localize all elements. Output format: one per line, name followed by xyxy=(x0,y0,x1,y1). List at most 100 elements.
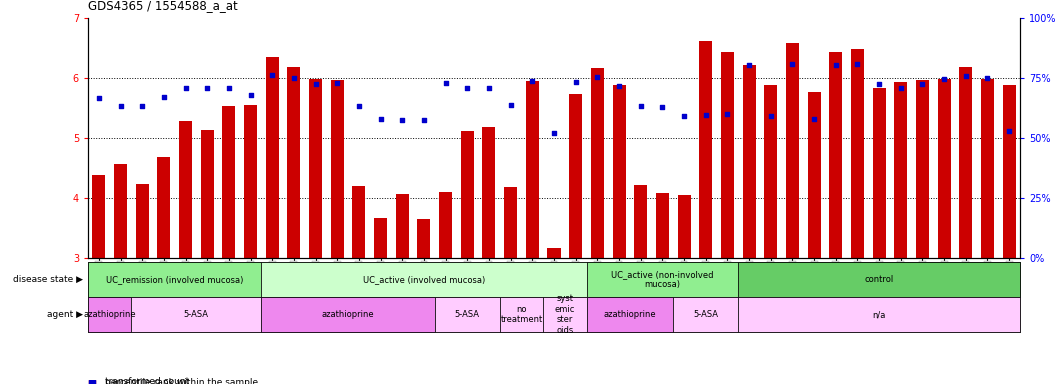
Bar xyxy=(262,262,586,297)
Point xyxy=(350,103,367,109)
Point xyxy=(242,92,259,98)
Bar xyxy=(439,192,452,258)
Text: UC_remission (involved mucosa): UC_remission (involved mucosa) xyxy=(106,275,244,284)
Bar xyxy=(586,262,738,297)
Text: 5-ASA: 5-ASA xyxy=(694,310,718,319)
Point xyxy=(415,117,432,123)
Bar xyxy=(678,195,691,258)
Bar xyxy=(88,262,262,297)
Bar xyxy=(500,297,543,332)
Bar xyxy=(543,297,586,332)
Point xyxy=(394,117,411,123)
Bar xyxy=(461,131,473,258)
Point xyxy=(502,102,519,108)
Point xyxy=(285,75,302,81)
Bar xyxy=(1002,84,1016,258)
Point xyxy=(329,80,346,86)
Bar xyxy=(613,85,626,258)
Point xyxy=(372,116,389,122)
Bar xyxy=(872,88,885,258)
Text: azathioprine: azathioprine xyxy=(603,310,656,319)
Text: percentile rank within the sample: percentile rank within the sample xyxy=(104,379,257,384)
Bar xyxy=(331,80,344,258)
Bar xyxy=(88,297,131,332)
Bar xyxy=(266,57,279,258)
Point xyxy=(112,103,129,109)
Bar xyxy=(375,218,387,258)
Point xyxy=(870,81,887,87)
Point xyxy=(459,84,476,91)
Bar xyxy=(586,297,674,332)
Bar xyxy=(916,80,929,258)
Bar xyxy=(721,52,734,258)
Bar xyxy=(131,297,262,332)
Point xyxy=(134,103,151,109)
Bar xyxy=(894,82,908,258)
Bar xyxy=(482,127,496,258)
Text: disease state ▶: disease state ▶ xyxy=(13,275,83,284)
Bar xyxy=(396,194,409,258)
Text: UC_active (involved mucosa): UC_active (involved mucosa) xyxy=(363,275,485,284)
Text: azathioprine: azathioprine xyxy=(321,310,375,319)
Bar xyxy=(699,41,712,258)
Bar xyxy=(526,81,538,258)
Text: 5-ASA: 5-ASA xyxy=(184,310,209,319)
Bar xyxy=(287,66,300,258)
Bar xyxy=(309,79,322,258)
Bar xyxy=(851,49,864,258)
Text: UC_active (non-involved
mucosa): UC_active (non-involved mucosa) xyxy=(611,270,714,289)
Text: 5-ASA: 5-ASA xyxy=(454,310,480,319)
Point xyxy=(914,81,931,87)
Bar xyxy=(738,297,1020,332)
Point xyxy=(588,74,605,80)
Bar xyxy=(591,68,604,258)
Bar xyxy=(262,297,435,332)
Bar xyxy=(960,66,972,258)
Point xyxy=(697,112,714,118)
Point xyxy=(567,79,584,85)
Bar xyxy=(417,219,431,258)
Bar xyxy=(569,94,582,258)
Bar xyxy=(937,79,950,258)
Bar xyxy=(435,297,500,332)
Point xyxy=(958,73,975,79)
Point xyxy=(849,61,866,67)
Text: transformed count: transformed count xyxy=(104,377,189,384)
Text: azathioprine: azathioprine xyxy=(83,310,136,319)
Point xyxy=(784,61,801,67)
Bar xyxy=(738,262,1020,297)
Point xyxy=(741,62,758,68)
Point xyxy=(632,103,649,109)
Point xyxy=(935,76,952,82)
Point xyxy=(90,95,107,101)
Bar xyxy=(743,65,755,258)
Text: GDS4365 / 1554588_a_at: GDS4365 / 1554588_a_at xyxy=(88,0,237,12)
Point xyxy=(762,113,779,119)
Bar xyxy=(157,157,170,258)
Bar xyxy=(504,187,517,258)
Bar xyxy=(201,130,214,258)
Text: n/a: n/a xyxy=(872,310,886,319)
Point xyxy=(264,72,281,78)
Bar xyxy=(179,121,192,258)
Bar xyxy=(244,105,257,258)
Text: no
treatment: no treatment xyxy=(500,305,543,324)
Bar xyxy=(829,52,843,258)
Bar xyxy=(93,175,105,258)
Bar xyxy=(981,79,994,258)
Point xyxy=(437,80,454,86)
Point xyxy=(611,83,628,89)
Point xyxy=(979,75,996,81)
Point xyxy=(546,130,563,136)
Text: control: control xyxy=(864,275,894,284)
Point xyxy=(827,62,844,68)
Point xyxy=(177,85,194,91)
Bar xyxy=(808,92,820,258)
Point xyxy=(155,94,172,100)
Bar xyxy=(222,106,235,258)
Point xyxy=(676,113,693,119)
Point xyxy=(307,81,325,87)
Point xyxy=(199,84,216,91)
Text: agent ▶: agent ▶ xyxy=(47,310,83,319)
Bar xyxy=(674,297,738,332)
